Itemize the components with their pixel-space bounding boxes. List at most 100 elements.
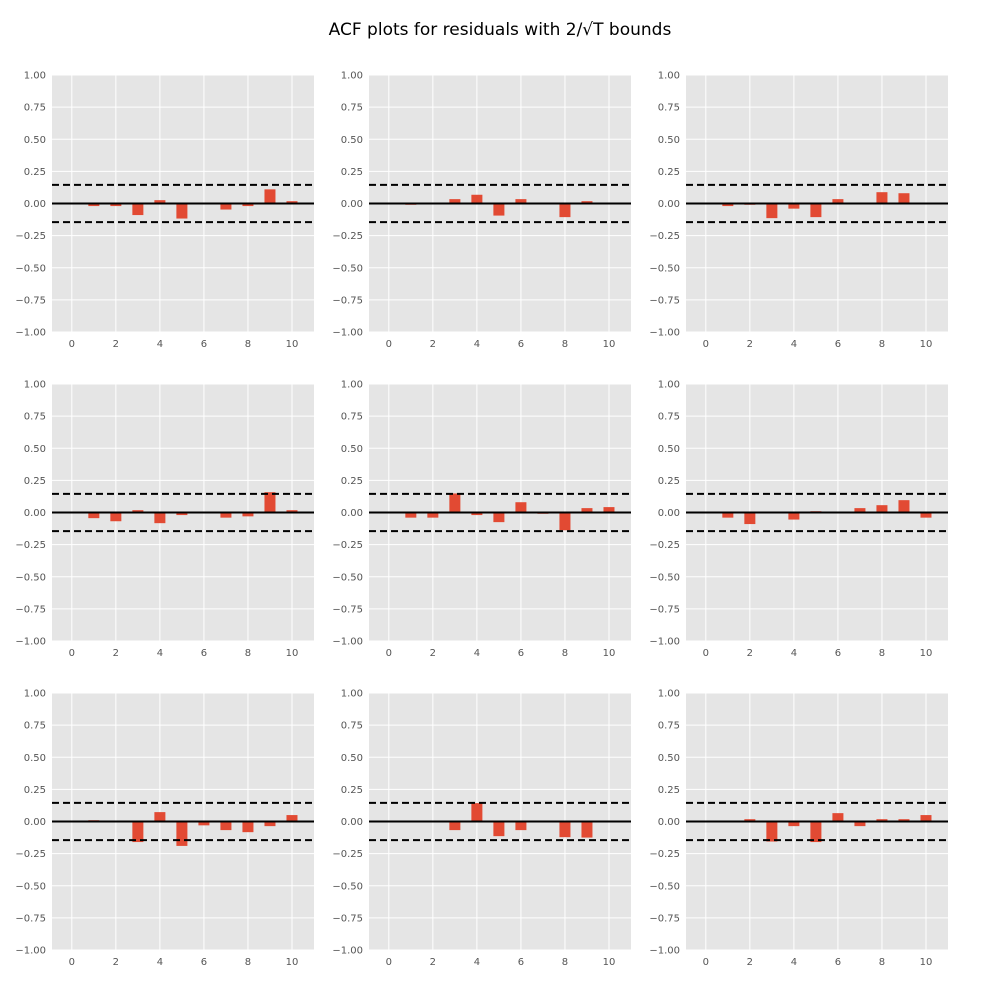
y-tick-label: 0.25: [341, 167, 363, 178]
x-tick-label: 6: [835, 957, 841, 968]
y-tick-label: −1.00: [332, 328, 363, 339]
y-tick-label: −0.50: [649, 881, 680, 892]
y-tick-label: 0.00: [658, 199, 680, 210]
x-tick-label: 4: [474, 339, 480, 350]
y-tick-label: −0.50: [649, 263, 680, 274]
acf-bar-lag-1: [405, 512, 417, 518]
acf-bar-lag-4: [471, 512, 483, 516]
acf-bar-lag-7: [220, 512, 232, 518]
y-tick-label: −0.25: [332, 231, 363, 242]
y-tick-label: 0.25: [658, 167, 680, 178]
acf-bar-lag-5: [176, 203, 188, 219]
y-tick-label: 0.50: [341, 135, 363, 146]
y-tick-label: −0.25: [649, 849, 680, 860]
y-tick-label: 1.00: [24, 71, 46, 82]
acf-bar-lag-1: [722, 203, 734, 207]
x-tick-label: 4: [791, 648, 797, 659]
acf-bar-lag-9: [581, 201, 593, 204]
acf-bar-lag-8: [559, 821, 571, 838]
x-tick-label: 0: [703, 648, 709, 659]
x-tick-label: 4: [791, 339, 797, 350]
acf-bar-lag-8: [876, 192, 888, 204]
acf-bar-lag-6: [515, 199, 527, 204]
acf-panel-5: 1.00 0.75 0.50 0.25 0.00 −0.25 −0.50 −0.75 −1.00…: [332, 380, 631, 659]
acf-bar-lag-2: [110, 512, 122, 522]
x-tick-label: 2: [747, 648, 753, 659]
y-tick-label: 0.00: [341, 199, 363, 210]
acf-bar-lag-3: [132, 821, 144, 843]
y-tick-label: −1.00: [15, 946, 46, 957]
acf-bar-lag-10: [920, 815, 932, 822]
y-tick-label: −0.50: [15, 263, 46, 274]
acf-bar-lag-4: [154, 512, 166, 524]
x-tick-label: 2: [113, 648, 119, 659]
acf-bar-lag-1: [722, 512, 734, 518]
y-tick-label: 0.00: [341, 508, 363, 519]
y-tick-label: 0.50: [24, 135, 46, 146]
x-tick-label: 10: [920, 957, 933, 968]
x-tick-label: 4: [474, 957, 480, 968]
y-tick-label: −0.25: [649, 540, 680, 551]
y-tick-label: 0.00: [24, 508, 46, 519]
x-tick-label: 8: [562, 339, 568, 350]
acf-bar-lag-9: [581, 508, 593, 513]
acf-bar-lag-5: [493, 203, 505, 216]
acf-bar-lag-9: [264, 492, 276, 513]
acf-bar-lag-4: [788, 512, 800, 520]
y-tick-label: 0.50: [341, 444, 363, 455]
acf-bar-lag-1: [88, 203, 100, 207]
x-tick-label: 4: [474, 648, 480, 659]
acf-bar-lag-2: [427, 512, 439, 518]
x-tick-label: 2: [113, 957, 119, 968]
acf-bar-lag-3: [766, 203, 778, 219]
x-tick-label: 0: [69, 648, 75, 659]
x-tick-label: 8: [879, 648, 885, 659]
x-tick-label: 0: [703, 957, 709, 968]
acf-bar-lag-7: [854, 508, 866, 513]
y-tick-label: 0.75: [658, 103, 680, 114]
acf-bar-lag-10: [603, 507, 615, 513]
acf-panel-7: 1.00 0.75 0.50 0.25 0.00 −0.25 −0.50 −0.75 −1.00…: [15, 689, 314, 968]
acf-bar-lag-5: [810, 203, 822, 218]
acf-bar-lag-4: [471, 194, 483, 204]
y-tick-label: 0.00: [24, 199, 46, 210]
y-tick-label: 0.75: [341, 721, 363, 732]
acf-bar-lag-8: [242, 821, 254, 833]
y-tick-label: −0.75: [15, 295, 46, 306]
y-tick-label: 0.00: [658, 508, 680, 519]
acf-panel-2: 1.00 0.75 0.50 0.25 0.00 −0.25 −0.50 −0.75 −1.00…: [332, 71, 631, 350]
x-tick-label: 10: [603, 648, 616, 659]
acf-panel-6: 1.00 0.75 0.50 0.25 0.00 −0.25 −0.50 −0.75 −1.00…: [649, 380, 948, 659]
acf-bar-lag-2: [744, 512, 756, 525]
y-tick-label: −0.50: [649, 572, 680, 583]
y-tick-label: 1.00: [24, 689, 46, 700]
x-tick-label: 6: [835, 648, 841, 659]
acf-bar-lag-9: [264, 189, 276, 204]
acf-bar-lag-6: [198, 821, 210, 826]
x-tick-label: 0: [703, 339, 709, 350]
x-tick-label: 0: [386, 648, 392, 659]
acf-panel-1: 1.00 0.75 0.50 0.25 0.00 −0.25 −0.50 −0.75 −1.00…: [15, 71, 314, 350]
x-tick-label: 10: [286, 339, 299, 350]
x-tick-label: 8: [562, 957, 568, 968]
x-tick-label: 8: [245, 648, 251, 659]
y-tick-label: −1.00: [15, 637, 46, 648]
y-tick-label: −0.50: [15, 572, 46, 583]
acf-bar-lag-2: [744, 819, 756, 822]
y-tick-label: 0.50: [658, 753, 680, 764]
y-tick-label: 0.25: [658, 785, 680, 796]
acf-bar-lag-7: [854, 821, 866, 827]
y-tick-label: −0.25: [332, 849, 363, 860]
acf-bar-lag-10: [286, 510, 298, 513]
x-tick-label: 10: [286, 957, 299, 968]
y-tick-label: −1.00: [649, 328, 680, 339]
y-tick-label: 0.75: [658, 412, 680, 423]
y-tick-label: 0.50: [24, 444, 46, 455]
acf-bar-lag-3: [449, 493, 461, 513]
x-tick-label: 4: [157, 648, 163, 659]
figure-title: ACF plots for residuals with 2/√T bounds: [328, 20, 672, 40]
y-tick-label: −0.25: [15, 540, 46, 551]
acf-bar-lag-8: [876, 505, 888, 513]
acf-bar-lag-9: [898, 500, 910, 513]
y-tick-label: 0.75: [658, 721, 680, 732]
